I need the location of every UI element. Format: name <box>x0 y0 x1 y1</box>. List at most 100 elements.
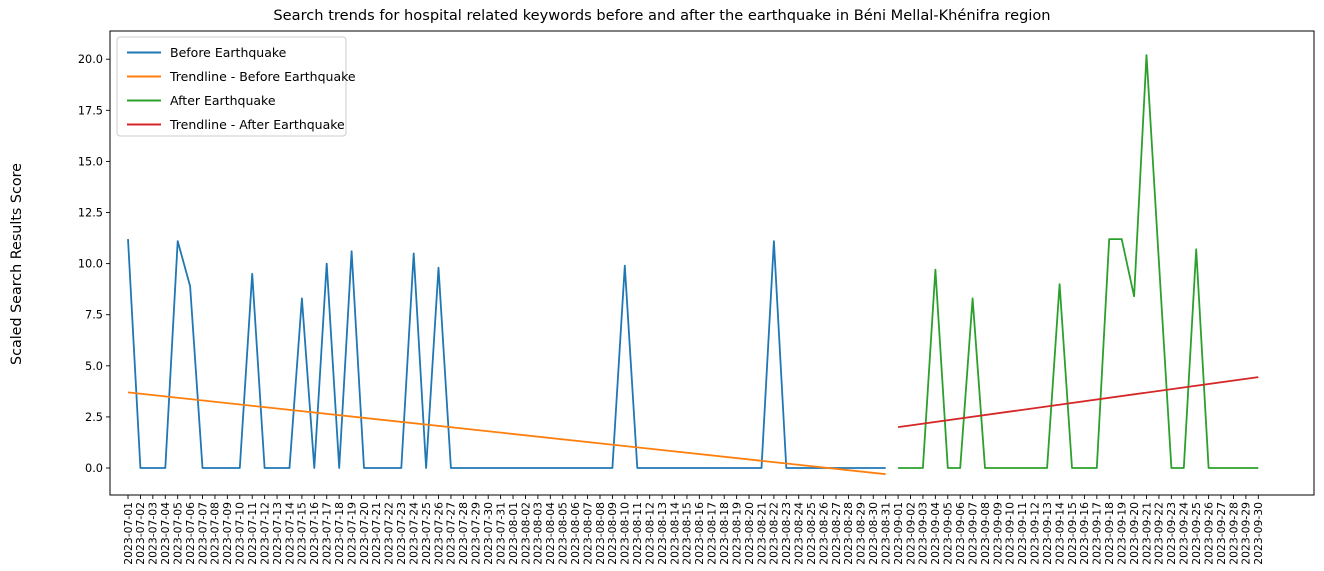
x-tick-label: 2023-07-12 <box>258 502 271 565</box>
x-tick-label: 2023-07-24 <box>408 502 421 565</box>
x-tick-label: 2023-08-17 <box>706 502 719 565</box>
legend-label-after-earthquake: After Earthquake <box>170 93 276 108</box>
x-tick-label: 2023-07-21 <box>370 502 383 565</box>
x-tick-label: 2023-08-15 <box>681 502 694 565</box>
x-tick-label: 2023-07-30 <box>482 502 495 565</box>
x-tick-label: 2023-08-09 <box>606 502 619 565</box>
x-tick-label: 2023-09-08 <box>979 502 992 565</box>
x-tick-label: 2023-08-06 <box>569 502 582 565</box>
x-tick-label: 2023-07-02 <box>134 502 147 565</box>
x-tick-label: 2023-09-05 <box>942 502 955 565</box>
x-tick-label: 2023-09-02 <box>904 502 917 565</box>
x-tick-label: 2023-08-29 <box>855 502 868 565</box>
x-tick-label: 2023-08-10 <box>619 502 632 565</box>
x-tick-label: 2023-09-20 <box>1128 502 1141 565</box>
x-tick-label: 2023-09-10 <box>1004 502 1017 565</box>
x-tick-label: 2023-09-24 <box>1178 502 1191 565</box>
x-tick-label: 2023-09-21 <box>1140 502 1153 565</box>
y-tick-label: 10.0 <box>78 258 103 271</box>
x-tick-label: 2023-08-27 <box>830 502 843 565</box>
x-tick-label: 2023-08-30 <box>867 502 880 565</box>
x-tick-label: 2023-08-14 <box>668 502 681 565</box>
x-tick-label: 2023-07-22 <box>383 502 396 565</box>
legend-box <box>116 36 347 137</box>
y-tick-label: 15.0 <box>78 155 103 168</box>
y-tick-label: 2.5 <box>85 411 103 424</box>
x-tick-label: 2023-09-17 <box>1091 502 1104 565</box>
x-tick-label: 2023-08-02 <box>519 502 532 565</box>
x-tick-label: 2023-07-31 <box>494 502 507 565</box>
x-tick-label: 2023-08-13 <box>656 502 669 565</box>
x-tick-label: 2023-07-13 <box>271 502 284 565</box>
x-tick-label: 2023-09-03 <box>917 502 930 565</box>
x-tick-label: 2023-07-03 <box>147 502 160 565</box>
x-tick-label: 2023-07-28 <box>457 502 470 565</box>
x-tick-label: 2023-07-17 <box>321 502 334 565</box>
series-trendline-after-earthquake <box>897 376 1259 428</box>
x-tick-label: 2023-07-20 <box>358 502 371 565</box>
x-tick-label: 2023-08-20 <box>743 502 756 565</box>
x-tick-label: 2023-08-11 <box>631 502 644 565</box>
legend-label-trendline-after-earthquake: Trendline - After Earthquake <box>169 117 345 132</box>
x-tick-label: 2023-08-08 <box>594 502 607 565</box>
x-tick-label: 2023-07-26 <box>432 502 445 565</box>
x-tick-label: 2023-09-07 <box>966 502 979 565</box>
x-tick-label: 2023-09-29 <box>1240 502 1253 565</box>
x-tick-label: 2023-07-16 <box>308 502 321 565</box>
x-tick-label: 2023-07-14 <box>283 502 296 565</box>
x-tick-label: 2023-09-12 <box>1029 502 1042 565</box>
x-tick-label: 2023-09-28 <box>1227 502 1240 565</box>
legend-label-before-earthquake: Before Earthquake <box>170 45 287 60</box>
y-tick-label: 7.5 <box>85 309 103 322</box>
x-tick-label: 2023-07-10 <box>234 502 247 565</box>
x-tick-label: 2023-07-09 <box>221 502 234 565</box>
x-tick-label: 2023-09-19 <box>1116 502 1129 565</box>
x-tick-label: 2023-07-15 <box>296 502 309 565</box>
x-tick-label: 2023-08-16 <box>693 502 706 565</box>
x-tick-label: 2023-08-03 <box>532 502 545 565</box>
x-tick-label: 2023-09-09 <box>991 502 1004 565</box>
x-tick-label: 2023-07-01 <box>122 502 135 565</box>
x-tick-label: 2023-09-14 <box>1053 502 1066 565</box>
series-after-earthquake <box>898 54 1259 469</box>
y-axis-label: Scaled Search Results Score <box>9 163 25 365</box>
legend-label-trendline-before-earthquake: Trendline - Before Earthquake <box>169 69 356 84</box>
y-tick-label: 5.0 <box>85 360 103 373</box>
y-tick-label: 20.0 <box>78 53 103 66</box>
x-tick-label: 2023-08-31 <box>880 502 893 565</box>
x-tick-label: 2023-08-01 <box>507 502 520 565</box>
x-tick-label: 2023-08-05 <box>557 502 570 565</box>
x-tick-label: 2023-08-04 <box>544 502 557 565</box>
x-tick-label: 2023-09-15 <box>1066 502 1079 565</box>
x-tick-label: 2023-08-12 <box>644 502 657 565</box>
x-tick-label: 2023-07-06 <box>184 502 197 565</box>
x-tick-label: 2023-07-05 <box>172 502 185 565</box>
x-tick-label: 2023-07-23 <box>395 502 408 565</box>
x-tick-label: 2023-07-11 <box>246 502 259 565</box>
x-tick-label: 2023-08-23 <box>780 502 793 565</box>
x-tick-label: 2023-09-27 <box>1215 502 1228 565</box>
x-tick-label: 2023-08-22 <box>768 502 781 565</box>
x-tick-label: 2023-07-08 <box>209 502 222 565</box>
chart-title: Search trends for hospital related keywo… <box>273 7 1050 24</box>
x-tick-label: 2023-09-16 <box>1078 502 1091 565</box>
x-tick-label: 2023-09-23 <box>1165 502 1178 565</box>
x-tick-label: 2023-09-11 <box>1016 502 1029 565</box>
x-tick-label: 2023-09-13 <box>1041 502 1054 565</box>
y-tick-label: 12.5 <box>78 207 103 220</box>
x-tick-label: 2023-08-25 <box>805 502 818 565</box>
x-tick-label: 2023-08-07 <box>581 502 594 565</box>
x-tick-label: 2023-08-24 <box>793 502 806 565</box>
x-tick-label: 2023-07-04 <box>159 502 172 565</box>
x-tick-label: 2023-09-26 <box>1202 502 1215 565</box>
x-tick-label: 2023-07-25 <box>420 502 433 565</box>
x-tick-label: 2023-07-29 <box>470 502 483 565</box>
x-tick-label: 2023-09-18 <box>1103 502 1116 565</box>
series-trendline-before-earthquake <box>127 391 886 476</box>
x-tick-label: 2023-09-30 <box>1252 502 1265 565</box>
series-before-earthquake <box>127 239 886 469</box>
x-tick-label: 2023-08-21 <box>755 502 768 565</box>
x-tick-label: 2023-08-26 <box>817 502 830 565</box>
x-tick-label: 2023-09-22 <box>1153 502 1166 565</box>
